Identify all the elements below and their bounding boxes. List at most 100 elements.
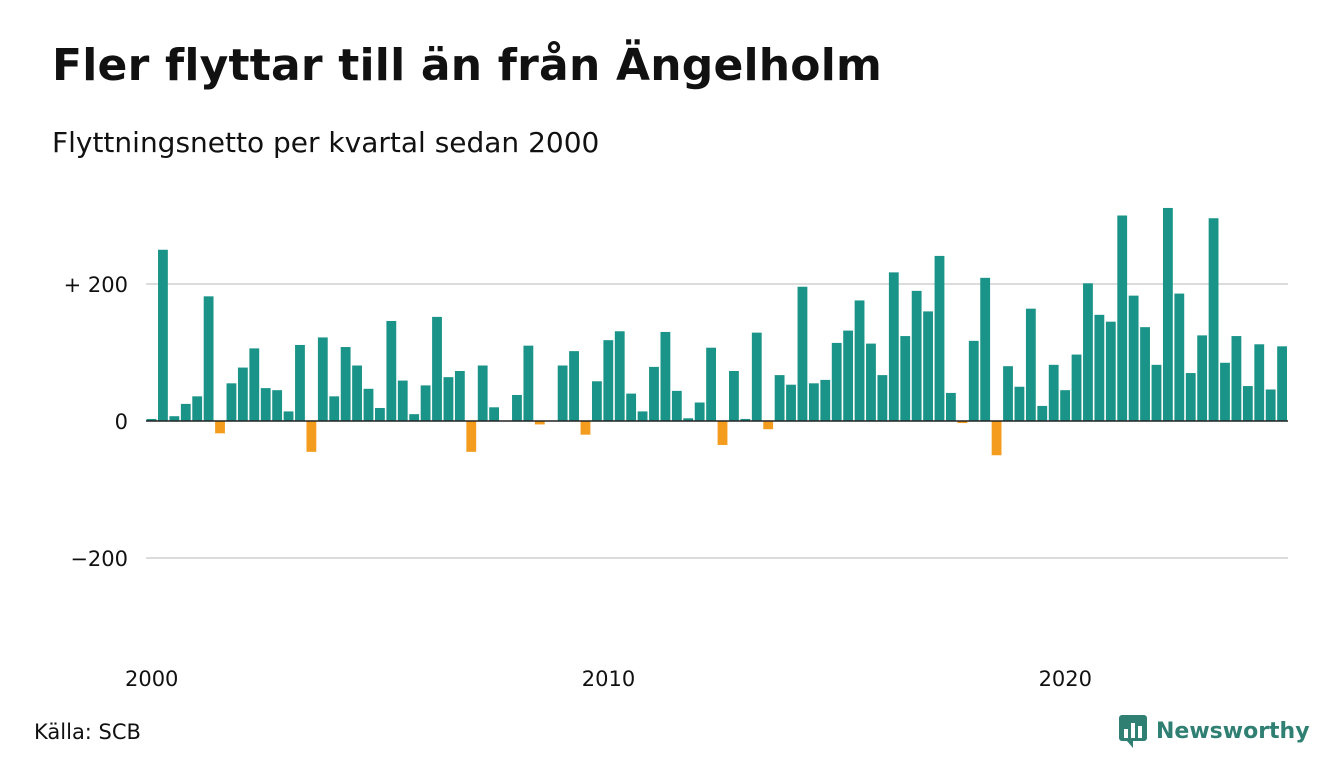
bar-positive [146,418,157,421]
brand-name: Newsworthy [1156,718,1310,744]
bar-negative [580,421,591,435]
bar-positive [1025,308,1036,421]
bar-positive [683,418,694,421]
bar-positive [375,407,385,422]
bar-positive [283,411,294,421]
bar-positive [569,351,579,421]
bar-positive [1254,344,1265,421]
x-tick-label: 2020 [1039,667,1092,691]
bar-positive [946,392,956,422]
bar-positive [1220,362,1230,421]
bar-positive [729,371,739,422]
bar-positive [843,330,854,421]
bar-positive [603,340,614,421]
bar-positive [432,316,442,421]
bars [146,207,1287,456]
bar-positive [203,296,214,421]
bar-positive [180,403,191,422]
bar-positive [1094,314,1105,421]
bar-positive [249,348,260,421]
y-tick-label: 0 [115,410,128,434]
y-tick-labels: + 200 0 −200 [64,273,128,571]
bar-positive [454,371,465,422]
bar-positive [740,418,751,421]
bar-positive [614,331,625,421]
x-tick-label: 2000 [125,667,178,691]
bar-positive [1048,364,1059,421]
bar-positive [649,366,659,421]
bar-negative [763,421,774,430]
bar-positive [694,402,705,421]
bar-positive [1277,346,1287,421]
bar-positive [888,272,899,422]
bar-positive [443,377,454,421]
bar-positive [866,343,876,422]
bar-negative [991,421,1002,456]
bar-positive [1117,215,1128,421]
newsworthy-logo-icon [1119,715,1147,748]
x-tick-label: 2010 [582,667,635,691]
bar-positive [1197,335,1208,422]
bar-negative [957,421,968,424]
bar-positive [911,290,922,421]
bar-positive [169,416,180,421]
bar-negative [306,421,317,452]
x-tick-labels: 2000 2010 2020 [125,667,1092,691]
bar-positive [808,383,819,421]
bar-positive [158,249,168,421]
y-tick-label: + 200 [64,273,128,297]
bar-positive [226,383,237,421]
bar-positive [1162,207,1173,421]
grid-lines [146,283,1288,559]
bar-positive [1105,321,1116,422]
bar-positive [295,344,305,421]
bar-positive [626,393,637,421]
bar-positive [797,286,808,421]
bar-negative [466,421,477,452]
bar-positive [968,340,979,422]
bar-positive [1265,389,1276,421]
bar-positive [934,255,945,421]
bar-positive [523,345,534,421]
bar-positive [900,336,911,421]
bar-positive [660,331,671,421]
brand-logo[interactable]: Newsworthy [1118,713,1310,749]
bar-positive [1083,283,1093,421]
source-note: Källa: SCB [34,720,141,744]
chart-title: Fler flyttar till än från Ängelholm [52,40,883,91]
bar-positive [786,384,796,421]
bar-positive [751,332,762,421]
bar-positive [1185,373,1196,421]
bar-negative [717,421,728,445]
bar-positive [489,407,500,421]
bar-positive [706,347,716,421]
bar-positive [557,365,568,421]
bar-negative [534,421,545,425]
bar-positive [477,365,488,421]
bar-positive [1140,327,1150,421]
bar-positive [363,388,374,422]
bar-positive [637,411,648,421]
bar-positive [237,367,248,421]
bar-positive [420,385,431,421]
bar-positive [260,388,271,421]
bar-positive [386,320,397,421]
bar-positive [1208,218,1219,421]
chart-subtitle: Flyttningsnetto per kvartal sedan 2000 [52,126,600,159]
bar-positive [820,379,831,421]
bar-positive [329,396,340,421]
bar-positive [340,347,351,421]
y-tick-label: −200 [70,547,128,571]
bar-positive [317,337,328,421]
bar-positive [352,365,362,421]
bar-positive [1014,386,1025,421]
bar-positive [591,381,602,421]
bar-positive [1242,386,1253,421]
bar-positive [1174,293,1185,421]
bar-positive [192,396,203,421]
bar-positive [1037,405,1048,421]
bar-positive [671,390,682,421]
bar-positive [980,277,991,421]
bar-positive [854,300,865,421]
